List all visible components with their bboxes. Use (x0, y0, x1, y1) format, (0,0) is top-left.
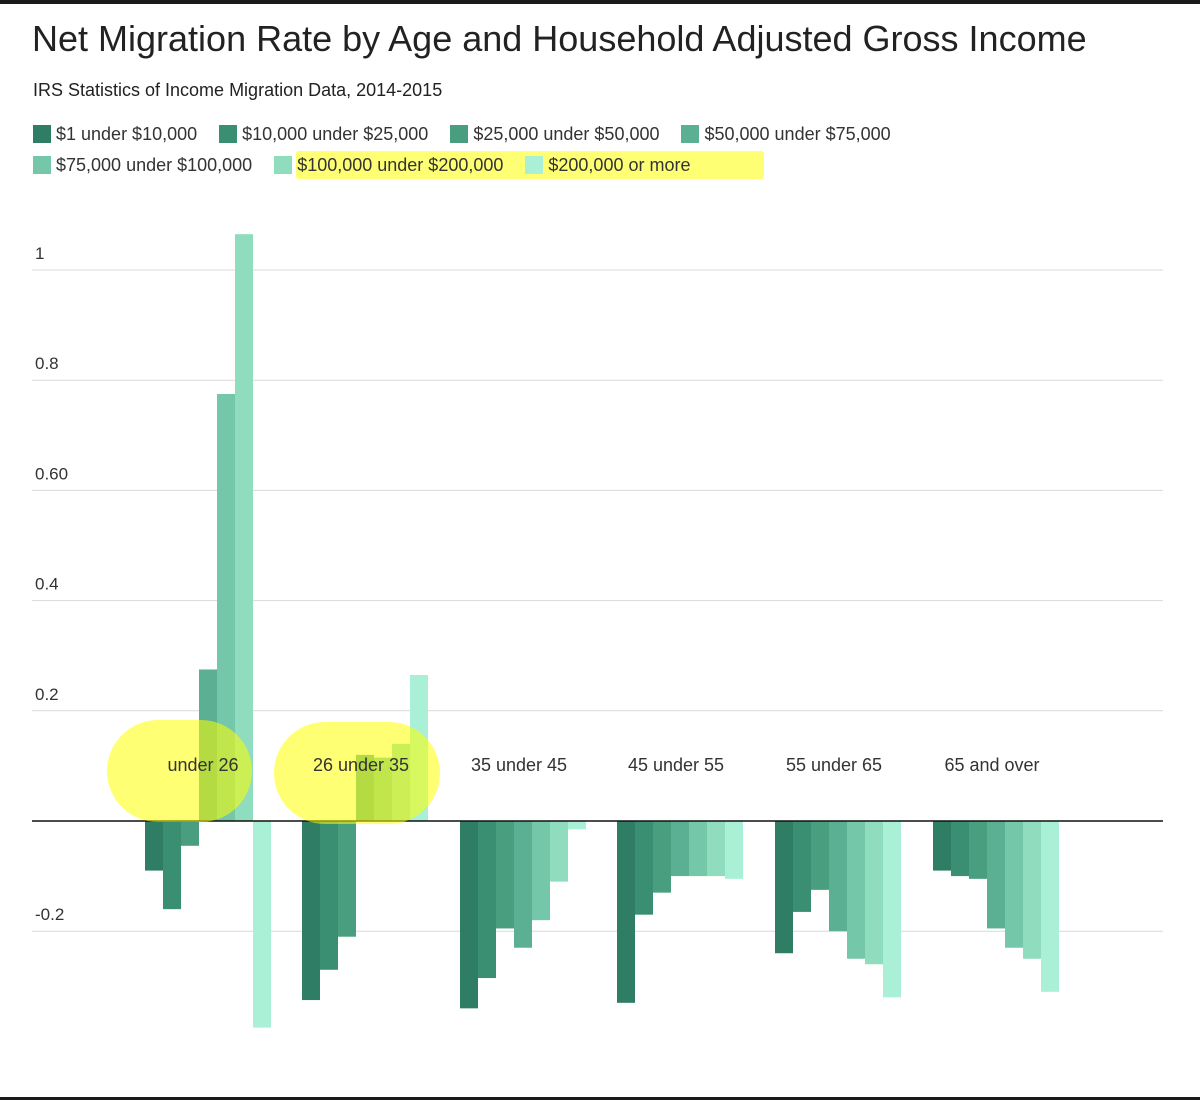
legend-swatch (274, 156, 293, 174)
bar (775, 821, 793, 954)
bar (793, 821, 811, 912)
y-tick-label: 0.2 (35, 685, 59, 704)
bar (532, 821, 550, 921)
bar (725, 821, 743, 879)
legend-swatch (33, 125, 51, 143)
bar (951, 821, 969, 877)
bar (1041, 821, 1059, 992)
bar (320, 821, 338, 970)
legend-swatch (33, 156, 51, 174)
category-label: 55 under 65 (786, 755, 882, 775)
bar (847, 821, 865, 959)
category-label: 35 under 45 (471, 755, 567, 775)
category-label: 26 under 35 (313, 755, 409, 775)
bar (689, 821, 707, 877)
legend-label: $75,000 under $100,000 (56, 154, 253, 175)
bar (163, 821, 181, 910)
bar (707, 821, 725, 877)
bar (460, 821, 478, 1009)
legend-swatch (450, 125, 469, 143)
legend-swatch (681, 125, 700, 143)
chart-subtitle: IRS Statistics of Income Migration Data,… (33, 80, 443, 100)
bar (883, 821, 901, 998)
legend-item: $50,000 under $75,000 (681, 123, 891, 145)
bar (338, 821, 356, 937)
bar (181, 821, 199, 846)
legend-row-1: $1 under $10,000 $10,000 under $25,000 $… (33, 122, 1033, 146)
legend-item: $25,000 under $50,000 (450, 124, 659, 145)
top-border (0, 0, 1200, 4)
legend-swatch (525, 156, 544, 174)
y-tick-label: 0.4 (35, 575, 59, 594)
y-tick-label: 0.8 (35, 354, 59, 373)
legend-label: $10,000 under $25,000 (242, 123, 429, 144)
bar (496, 821, 514, 929)
category-highlight (107, 720, 252, 822)
y-tick-label: 0.60 (35, 464, 68, 483)
y-tick-label: -0.2 (35, 905, 64, 924)
bar (653, 821, 671, 893)
bar (671, 821, 689, 877)
legend-label: $200,000 or more (548, 154, 691, 175)
category-label: 45 under 55 (628, 755, 724, 775)
bar (969, 821, 987, 879)
legend-item: $75,000 under $100,000 (33, 155, 252, 176)
bar (514, 821, 532, 948)
legend-item: $200,000 or more (525, 155, 690, 176)
legend-swatch (219, 125, 238, 143)
bar (865, 821, 883, 965)
bar (145, 821, 163, 871)
legend-item: $10,000 under $25,000 (219, 124, 428, 145)
legend-item: $1 under $10,000 (33, 124, 197, 145)
bar (550, 821, 568, 882)
legend-row-2: $75,000 under $100,000 $100,000 under $2… (33, 153, 1033, 177)
bar (811, 821, 829, 890)
category-label: 65 and over (944, 755, 1039, 775)
bar (829, 821, 847, 932)
category-highlight (274, 722, 440, 824)
bar (1005, 821, 1023, 948)
legend-item: $100,000 under $200,000 (274, 155, 503, 176)
category-label: under 26 (167, 755, 238, 775)
legend-label: $50,000 under $75,000 (704, 123, 891, 144)
bar (1023, 821, 1041, 959)
bar (235, 234, 253, 821)
bar (302, 821, 320, 1001)
bar (568, 821, 586, 830)
legend-label: $25,000 under $50,000 (473, 123, 660, 144)
chart-title: Net Migration Rate by Age and Household … (32, 18, 1087, 59)
bar (617, 821, 635, 1003)
bar (933, 821, 951, 871)
y-tick-label: 1 (35, 244, 44, 263)
bar (253, 821, 271, 1028)
bottom-border (0, 1097, 1200, 1100)
bar (478, 821, 496, 979)
bar (635, 821, 653, 915)
legend-label: $100,000 under $200,000 (297, 154, 504, 175)
bar (987, 821, 1005, 929)
bar (217, 393, 235, 821)
legend-label: $1 under $10,000 (56, 123, 198, 144)
legend: $1 under $10,000 $10,000 under $25,000 $… (33, 122, 1033, 184)
